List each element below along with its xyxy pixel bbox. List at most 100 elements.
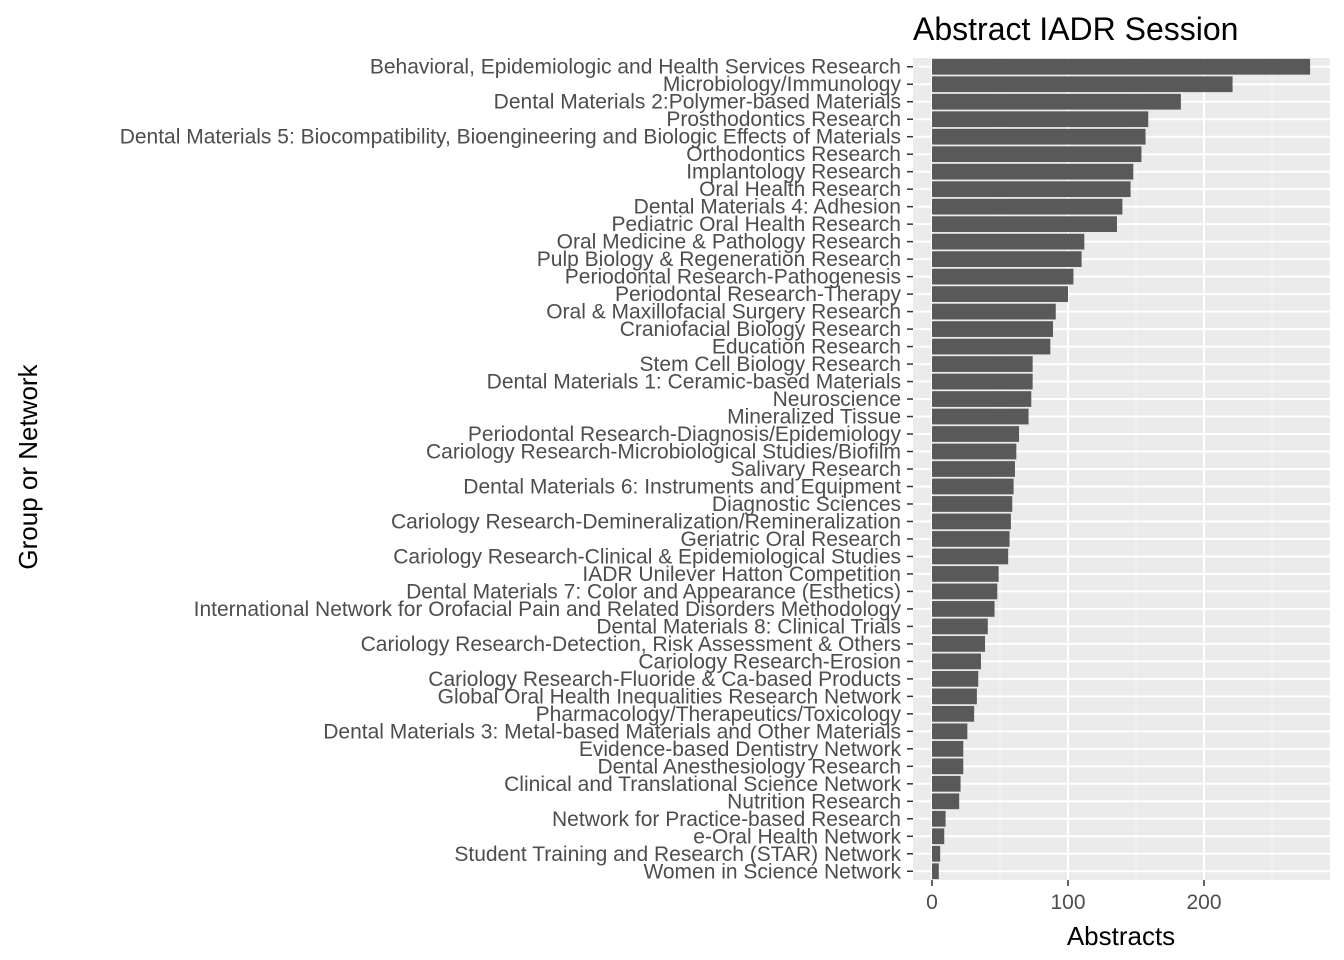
y-tick-label: Cariology Research-Detection, Risk Asses… [361, 633, 901, 656]
bar [932, 146, 1142, 163]
bar [932, 496, 1013, 512]
x-tick-label: 200 [1186, 891, 1221, 914]
y-tick-label: Network for Practice-based Research [552, 808, 901, 831]
y-tick-label: Cariology Research-Clinical & Epidemiolo… [393, 545, 901, 568]
y-tick-label: Diagnostic Sciences [712, 493, 901, 516]
bar [932, 163, 1134, 180]
y-tick-label: Neuroscience [773, 388, 901, 411]
bar [932, 478, 1014, 495]
bar [932, 583, 998, 600]
y-tick-label: Periodontal Research-Pathogenesis [565, 266, 901, 289]
bar [932, 461, 1015, 477]
bar [932, 705, 975, 722]
y-tick-label: Mineralized Tissue [727, 406, 901, 429]
y-tick-label: Periodontal Research-Diagnosis/Epidemiol… [468, 423, 902, 446]
y-tick-label: Education Research [712, 336, 901, 359]
y-tick-label: Cariology Research-Microbiological Studi… [426, 441, 901, 464]
x-axis-title: Abstracts [1067, 921, 1175, 951]
y-tick-label: Orthodontics Research [686, 143, 901, 166]
bar [932, 688, 977, 705]
bar [932, 723, 968, 740]
y-tick-label: Dental Materials 4: Adhesion [634, 196, 901, 219]
bars [932, 58, 1311, 880]
bar [932, 775, 961, 792]
y-tick-label: Microbiology/Immunology [663, 73, 902, 96]
y-tick-label: Dental Materials 7: Color and Appearance… [406, 580, 901, 603]
y-tick-label: Pediatric Oral Health Research [612, 213, 901, 236]
bar [932, 426, 1020, 442]
bar [932, 408, 1029, 425]
x-axis-ticks: 0 100 200 [926, 880, 1222, 914]
bar [932, 810, 946, 827]
bar [932, 356, 1033, 372]
y-tick-label: Implantology Research [686, 161, 901, 184]
bar [932, 338, 1051, 355]
y-tick-label: Salivary Research [731, 458, 901, 481]
bar [932, 268, 1074, 285]
y-tick-label: e-Oral Health Network [693, 825, 901, 848]
y-tick-label: International Network for Orofacial Pain… [194, 598, 902, 621]
bar [932, 216, 1117, 233]
y-tick-label: Evidence-based Dentistry Network [579, 738, 902, 761]
y-tick-label: Pharmacology/Therapeutics/Toxicology [536, 703, 902, 726]
bar [932, 566, 999, 582]
bar [932, 671, 979, 687]
bar [932, 128, 1146, 145]
bar [932, 653, 981, 670]
x-tick-label: 100 [1050, 891, 1085, 914]
y-tick-label: Women in Science Network [643, 860, 901, 883]
y-tick-label: Oral & Maxillofacial Surgery Research [546, 301, 901, 324]
chart-title: Abstract IADR Session [913, 11, 1238, 47]
bar [932, 251, 1082, 267]
bar [932, 863, 939, 880]
bar [932, 828, 945, 845]
y-tick-label: Dental Materials 3: Metal-based Material… [323, 720, 901, 743]
y-tick-label: Dental Materials 6: Instruments and Equi… [463, 475, 901, 498]
y-tick-label: Geriatric Oral Research [680, 528, 901, 551]
y-tick-label: Periodontal Research-Therapy [615, 283, 901, 306]
bar [932, 793, 960, 810]
bar [932, 740, 964, 757]
bar [932, 548, 1009, 565]
x-tick-label: 0 [926, 891, 938, 914]
y-tick-label: Dental Anesthesiology Research [597, 755, 901, 778]
y-tick-label: Dental Materials 1: Ceramic-based Materi… [487, 371, 901, 394]
y-tick-label: Nutrition Research [727, 790, 901, 813]
y-axis-title: Group or Network [13, 363, 43, 569]
bar [932, 181, 1131, 198]
y-tick-label: Global Oral Health Inequalities Research… [438, 685, 902, 708]
bar [932, 93, 1181, 110]
bar [932, 233, 1085, 250]
y-tick-label: Stem Cell Biology Research [640, 353, 901, 376]
y-tick-label: Student Training and Research (STAR) Net… [454, 843, 901, 866]
bar [932, 76, 1233, 93]
y-tick-label: Cariology Research-Erosion [638, 650, 901, 673]
y-tick-label: Dental Materials 8: Clinical Trials [596, 615, 901, 638]
y-tick-label: Behavioral, Epidemiologic and Health Ser… [370, 56, 901, 79]
y-tick-label: IADR Unilever Hatton Competition [582, 563, 901, 586]
y-tick-label: Cariology Research-Fluoride & Ca-based P… [428, 668, 901, 691]
y-tick-label: Cariology Research-Demineralization/Remi… [391, 510, 901, 533]
y-tick-label: Oral Health Research [699, 178, 901, 201]
y-tick-label: Dental Materials 2:Polymer-based Materia… [494, 91, 901, 114]
y-tick-label: Prosthodontics Research [666, 108, 901, 131]
y-tick-label: Oral Medicine & Pathology Research [557, 231, 901, 254]
bar [932, 758, 964, 775]
bar [932, 303, 1056, 320]
bar [932, 443, 1017, 460]
y-tick-label: Clinical and Translational Science Netwo… [504, 773, 901, 796]
bar [932, 58, 1311, 75]
bar [932, 391, 1032, 407]
bar [932, 636, 986, 652]
bar [932, 618, 988, 635]
bar [932, 321, 1054, 337]
bar [932, 513, 1011, 530]
bar [932, 111, 1149, 128]
bar [932, 373, 1033, 390]
y-tick-label: Pulp Biology & Regeneration Research [537, 248, 901, 271]
y-tick-label: Craniofacial Biology Research [620, 318, 901, 341]
bar [932, 286, 1068, 302]
y-axis-labels: Behavioral, Epidemiologic and Health Ser… [120, 56, 913, 883]
y-tick-label: Dental Materials 5: Biocompatibility, Bi… [120, 126, 901, 149]
